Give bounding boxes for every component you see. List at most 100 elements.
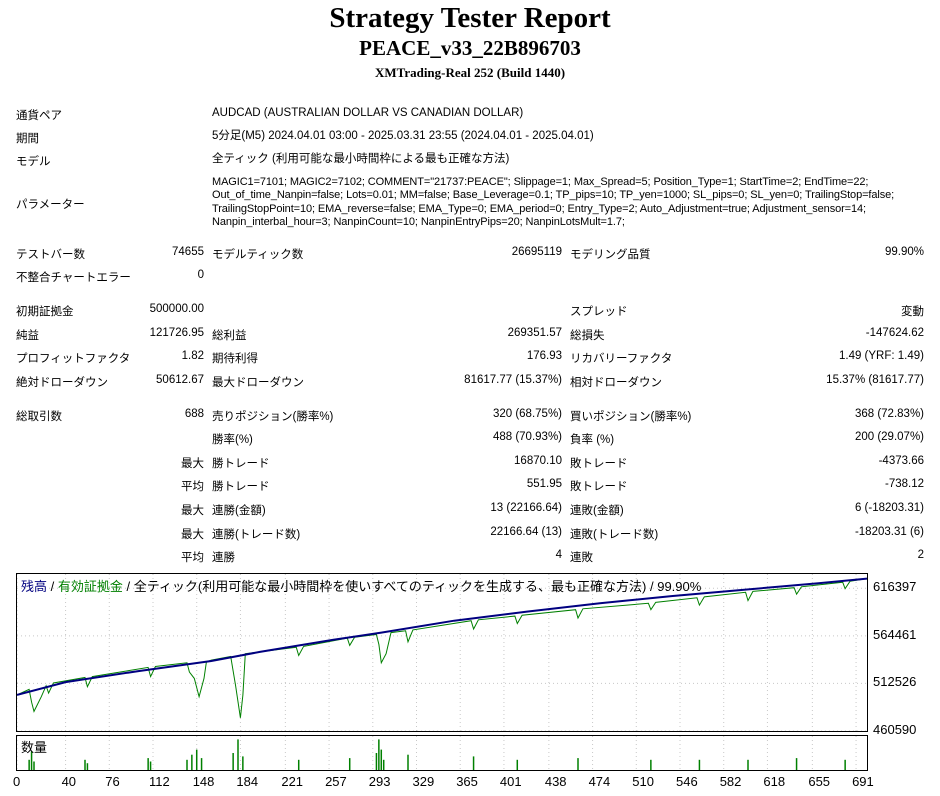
spread-value: 変動: [901, 306, 924, 318]
gross-loss-label: 総損失: [570, 330, 605, 342]
mismatch-label: 不整合チャートエラー: [16, 272, 131, 284]
x-tick-label: 691: [852, 774, 874, 789]
x-tick-label: 148: [192, 774, 215, 789]
x-tick-label: 329: [412, 774, 435, 789]
profit-factor-value: 1.82: [181, 350, 204, 362]
loss-rate-value: 200 (29.07%): [854, 431, 924, 443]
info-value: AUDCAD (AUSTRALIAN DOLLAR VS CANADIAN DO…: [212, 107, 524, 119]
y-tick-label: 460590: [873, 722, 917, 737]
model-ticks-value: 26695119: [511, 246, 562, 258]
info-label: モデル: [16, 156, 51, 168]
legend-description: / 全ティック(利用可能な最小時間枠を使いすべてのティックを生成する、最も正確な…: [122, 579, 702, 594]
win-rate-value: 488 (70.93%): [492, 431, 562, 443]
max-prefix: 最大: [181, 505, 204, 517]
x-tick-label: 655: [808, 774, 831, 789]
y-tick-label: 616397: [873, 579, 917, 595]
test-bars-value: 74655: [172, 246, 204, 258]
x-tick-label: 76: [105, 774, 120, 789]
test-bars-label: テストバー数: [16, 249, 85, 261]
x-tick-label: 546: [676, 774, 698, 789]
x-tick-label: 438: [544, 774, 567, 789]
report-title: Strategy Tester Report: [329, 2, 611, 34]
avg-consec-losses-label: 連敗: [570, 552, 593, 564]
stats-table: テストバー数 74655 モデルティック数 26695119 モデリング品質 9…: [16, 246, 924, 564]
model-ticks-label: モデルティック数: [212, 249, 304, 261]
max-consec-profit-value: 22166.64 (13): [490, 526, 562, 538]
x-tick-label: 365: [456, 774, 478, 789]
x-tick-label: 40: [61, 774, 77, 789]
initial-deposit-label: 初期証拠金: [16, 306, 74, 318]
short-positions-label: 売りポジション(勝率%): [212, 411, 334, 423]
x-tick-label: 293: [368, 774, 391, 789]
equity-line: [17, 578, 867, 718]
model-quality-label: モデリング品質: [570, 249, 651, 261]
loss-rate-label: 負率 (%): [570, 434, 615, 446]
avg-prefix: 平均: [181, 481, 204, 493]
largest-loss-label: 敗トレード: [570, 458, 628, 470]
avg-win-value: 551.95: [526, 478, 562, 490]
volume-chart-svg: [17, 736, 857, 770]
profit-factor-label: プロフィットファクタ: [16, 353, 131, 365]
max-consec-loss-label: 連敗(トレード数): [570, 529, 659, 541]
info-label: パラメーター: [16, 199, 85, 211]
gross-loss-value: -147624.62: [865, 327, 924, 339]
initial-deposit-value: 500000.00: [149, 303, 204, 315]
win-rate-label: 勝率(%): [212, 434, 253, 446]
expected-payoff-label: 期待利得: [212, 353, 258, 365]
x-tick-label: 112: [149, 774, 170, 789]
volume-label: 数量: [21, 740, 48, 755]
y-tick-label: 564461: [873, 626, 917, 642]
max-consec-losses-value: 6 (-18203.31): [854, 502, 924, 514]
max-drawdown-label: 最大ドローダウン: [212, 377, 304, 389]
y-tick-label: 512526: [873, 674, 917, 690]
short-positions-value: 320 (68.75%): [492, 408, 562, 420]
largest-win-label: 勝トレード: [212, 458, 270, 470]
legend-balance: 残高: [21, 579, 48, 594]
x-tick-label: 618: [763, 774, 786, 789]
net-profit-label: 純益: [16, 330, 39, 342]
mismatch-value: 0: [197, 269, 204, 281]
x-tick-label: 257: [325, 774, 347, 789]
avg-consec-losses-value: 2: [917, 549, 924, 561]
avg-loss-value: -738.12: [884, 478, 924, 490]
max-consec-profit-label: 連勝(トレード数): [212, 529, 301, 541]
info-label: 通貨ペア: [16, 110, 62, 122]
info-label: 期間: [16, 133, 39, 145]
total-trades-value: 688: [184, 408, 204, 420]
avg-prefix: 平均: [181, 552, 204, 564]
abs-drawdown-value: 50612.67: [156, 374, 204, 386]
gross-profit-value: 269351.57: [507, 327, 562, 339]
long-positions-label: 買いポジション(勝率%): [570, 411, 692, 423]
ea-name: PEACE_v33_22B896703: [359, 36, 581, 60]
info-value: 5分足(M5) 2024.04.01 03:00 - 2025.03.31 23…: [212, 130, 594, 142]
avg-consec-wins-label: 連勝: [212, 552, 235, 564]
legend-sep: /: [47, 579, 58, 594]
model-quality-value: 99.90%: [884, 246, 924, 258]
avg-win-label: 勝トレード: [212, 481, 270, 493]
volume-pane: 数量: [16, 735, 868, 771]
info-value: MAGIC1=7101; MAGIC2=7102; COMMENT="21737…: [212, 176, 895, 228]
balance-chart-svg: [17, 574, 867, 731]
max-consec-loss-value: -18203.31 (6): [854, 526, 924, 538]
x-tick-label: 474: [588, 774, 611, 789]
x-tick-label: 401: [499, 774, 522, 789]
max-consec-wins-label: 連勝(金額): [212, 505, 266, 517]
balance-chart: 残高 / 有効証拠金 / 全ティック(利用可能な最小時間枠を使いすべてのティック…: [16, 573, 868, 732]
spread-label: スプレッド: [570, 306, 628, 318]
info-value: 全ティック (利用可能な最小時間枠による最も正確な方法): [212, 153, 510, 165]
avg-loss-label: 敗トレード: [570, 481, 628, 493]
gross-profit-label: 総利益: [212, 330, 247, 342]
total-trades-label: 総取引数: [16, 411, 62, 423]
max-drawdown-value: 81617.77 (15.37%): [464, 374, 562, 386]
chart-legend: 残高 / 有効証拠金 / 全ティック(利用可能な最小時間枠を使いすべてのティック…: [21, 576, 701, 595]
recovery-factor-label: リカバリーファクタ: [570, 353, 673, 365]
max-prefix: 最大: [181, 529, 204, 541]
rel-drawdown-label: 相対ドローダウン: [570, 377, 662, 389]
net-profit-value: 121726.95: [149, 327, 204, 339]
recovery-factor-value: 1.49 (YRF: 1.49): [838, 350, 924, 362]
x-tick-label: 221: [281, 774, 304, 789]
legend-equity: 有効証拠金: [57, 579, 123, 594]
largest-loss-value: -4373.66: [878, 455, 924, 467]
max-consec-losses-label: 連敗(金額): [570, 505, 624, 517]
expected-payoff-value: 176.93: [526, 350, 562, 362]
